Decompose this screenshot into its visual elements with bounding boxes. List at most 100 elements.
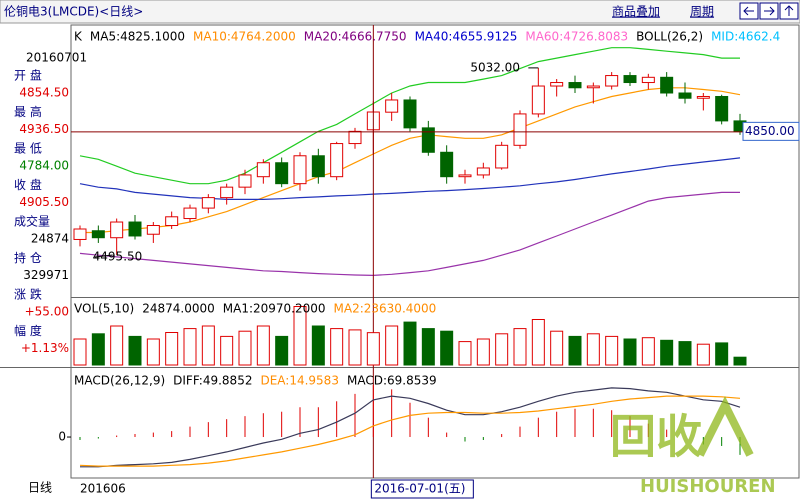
- volume-bar: [165, 332, 179, 366]
- diff-line: [80, 387, 741, 468]
- nav-buttons: [739, 2, 799, 20]
- icon: [784, 5, 794, 16]
- top-bar: [0, 0, 800, 24]
- volume-bar: [568, 335, 582, 366]
- volume-bar: [403, 321, 417, 366]
- candle-body: [586, 85, 600, 89]
- info-label: 持 仓: [14, 250, 42, 265]
- volume-bar: [275, 335, 289, 366]
- indicator-label: VOL(5,10): [74, 302, 134, 316]
- volume-bar: [201, 325, 215, 366]
- volume-bar: [440, 330, 454, 366]
- indicator-label: MACD(26,12,9): [74, 374, 165, 388]
- indicator-label: MA20:4666.7750: [304, 30, 407, 44]
- candle-body: [201, 197, 215, 209]
- volume-bar: [531, 319, 545, 366]
- indicator-line: [79, 47, 740, 185]
- volume-bar: [348, 329, 362, 366]
- indicator-line: [79, 157, 741, 200]
- volume-bar: [641, 337, 655, 366]
- info-label: 最 高: [14, 104, 42, 119]
- indicator-label: MID:4662.4: [711, 30, 780, 44]
- indicator-label: MA60:4726.8083: [525, 30, 628, 44]
- volume-bar: [605, 335, 619, 366]
- candle-body: [238, 174, 252, 188]
- high-label: 5032.00: [470, 60, 520, 74]
- title: 伦铜电3(LMCDE)<日线>: [4, 4, 143, 19]
- low-label: 4495.50: [93, 249, 143, 263]
- indicator-label: MA10:4764.2000: [193, 30, 296, 44]
- candle-body: [458, 174, 472, 178]
- volume-bar: [586, 333, 600, 366]
- watermark-icon: [696, 396, 754, 457]
- volume-bar: [220, 335, 234, 366]
- candle-body: [183, 207, 197, 220]
- info-value: 4936.50: [19, 122, 69, 136]
- x-tick-label: 201606: [80, 482, 126, 496]
- candle-body: [641, 76, 655, 84]
- volume-bar: [293, 306, 307, 366]
- candle-body: [568, 82, 582, 89]
- volume-bar: [73, 338, 87, 366]
- candle-body: [110, 221, 124, 239]
- candle-body: [440, 151, 454, 178]
- volume-bar: [183, 328, 197, 366]
- overlay-button[interactable]: 商品叠加: [612, 4, 660, 19]
- indicator-label: MA40:4655.9125: [415, 30, 518, 44]
- volume-bar: [256, 325, 270, 366]
- info-value: +55.00: [25, 305, 69, 319]
- volume-bar: [146, 338, 160, 366]
- info-value: 329971: [23, 268, 69, 282]
- indicator-label: DIFF:49.8852: [173, 374, 252, 388]
- volume-bar: [733, 356, 747, 366]
- info-label: 幅 度: [14, 323, 42, 338]
- volume-bar: [458, 341, 472, 366]
- candle-body: [385, 99, 399, 113]
- candle-body: [495, 144, 509, 169]
- last-price-box: [742, 121, 800, 141]
- volume-bar: [550, 330, 564, 366]
- candle-body: [91, 230, 105, 239]
- volume-bar: [513, 328, 527, 366]
- candle-body: [348, 130, 362, 145]
- volume-bar: [110, 325, 124, 366]
- indicator-label: MA1:20970.2000: [223, 302, 326, 316]
- period-label: 日线: [28, 481, 52, 495]
- x-tick-label: 2016-07-01(五): [374, 482, 465, 496]
- volume-bar: [366, 332, 380, 366]
- candle-body: [330, 143, 344, 178]
- crosshair-date-box: [370, 479, 474, 499]
- info-date: 20160701: [26, 51, 87, 65]
- plot-frame: [70, 24, 800, 479]
- candle-body: [476, 167, 490, 176]
- volume-bar: [660, 339, 674, 366]
- charts: 开 盘 4854.50 最 高 4936.50 最 低 4784.00 收 盘 4905.50…: [14, 25, 800, 499]
- candle-body: [513, 113, 527, 146]
- last-price-label: 4850.00: [745, 124, 795, 138]
- info-value: 4905.50: [19, 195, 69, 209]
- volume-bar: [128, 335, 142, 366]
- info-label: 收 盘: [14, 177, 42, 192]
- candle-body: [293, 155, 307, 185]
- candle-body: [623, 75, 637, 84]
- candle-body: [605, 75, 619, 87]
- icon: [764, 6, 775, 16]
- volume-bar: [715, 342, 729, 366]
- info-label: 涨 跌: [14, 287, 42, 302]
- period-button[interactable]: 周期: [690, 5, 714, 19]
- info-label: 最 低: [14, 142, 42, 156]
- watermark-text: 回收: [610, 410, 702, 464]
- candle-body: [165, 216, 179, 227]
- volume-bar: [385, 325, 399, 366]
- volume-bar: [91, 333, 105, 366]
- volume-bar: [476, 338, 490, 366]
- icon: [743, 6, 754, 16]
- y-tick-label: 0: [58, 430, 66, 444]
- info-label: 成交量: [14, 214, 50, 229]
- volume-bar: [238, 330, 252, 366]
- low-pointer: [94, 254, 113, 258]
- candle-body: [678, 92, 692, 99]
- candle-body: [403, 99, 417, 129]
- indicator-line: [79, 191, 740, 277]
